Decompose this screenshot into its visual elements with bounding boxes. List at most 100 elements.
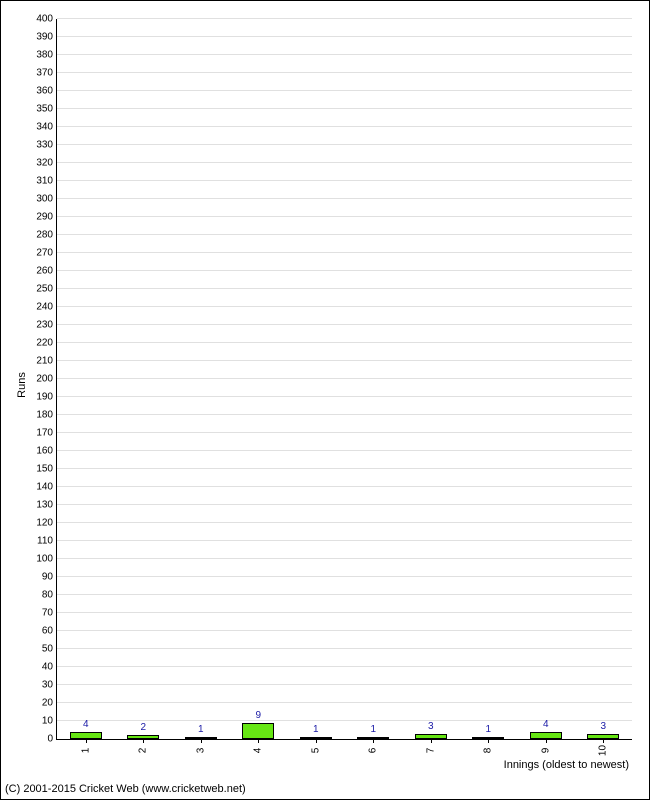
x-tick-mark (373, 739, 374, 743)
y-tick-label: 200 (36, 374, 53, 385)
y-tick-label: 350 (36, 104, 53, 115)
gridline (57, 684, 632, 685)
gridline (57, 306, 632, 307)
bar-value-label: 9 (255, 710, 261, 721)
gridline (57, 468, 632, 469)
y-tick-label: 160 (36, 446, 53, 457)
gridline (57, 594, 632, 595)
bar-value-label: 2 (140, 722, 146, 733)
bar-value-label: 3 (600, 721, 606, 732)
gridline (57, 72, 632, 73)
y-tick-label: 60 (42, 626, 53, 637)
y-tick-label: 240 (36, 302, 53, 313)
gridline (57, 180, 632, 181)
y-tick-label: 360 (36, 86, 53, 97)
x-tick-label: 5 (310, 748, 321, 754)
copyright-text: (C) 2001-2015 Cricket Web (www.cricketwe… (5, 783, 246, 795)
y-tick-label: 390 (36, 32, 53, 43)
gridline (57, 18, 632, 19)
gridline (57, 702, 632, 703)
y-tick-label: 250 (36, 284, 53, 295)
bar (70, 732, 102, 739)
y-tick-label: 180 (36, 410, 53, 421)
gridline (57, 540, 632, 541)
y-tick-label: 280 (36, 230, 53, 241)
gridline (57, 252, 632, 253)
x-tick-mark (86, 739, 87, 743)
x-tick-mark (316, 739, 317, 743)
y-tick-label: 370 (36, 68, 53, 79)
gridline (57, 288, 632, 289)
y-tick-label: 0 (47, 734, 53, 745)
gridline (57, 522, 632, 523)
x-tick-mark (143, 739, 144, 743)
bar (530, 732, 562, 739)
x-tick-label: 3 (195, 748, 206, 754)
gridline (57, 270, 632, 271)
gridline (57, 126, 632, 127)
gridline (57, 342, 632, 343)
bar-value-label: 1 (198, 724, 204, 735)
y-tick-label: 270 (36, 248, 53, 259)
y-tick-label: 20 (42, 698, 53, 709)
bar-value-label: 1 (485, 724, 491, 735)
gridline (57, 612, 632, 613)
bar-value-label: 1 (370, 724, 376, 735)
gridline (57, 198, 632, 199)
gridline (57, 504, 632, 505)
gridline (57, 360, 632, 361)
y-tick-label: 80 (42, 590, 53, 601)
gridline (57, 216, 632, 217)
gridline (57, 666, 632, 667)
y-tick-label: 70 (42, 608, 53, 619)
y-axis-label: Runs (16, 372, 28, 398)
gridline (57, 558, 632, 559)
bar-value-label: 4 (83, 719, 89, 730)
gridline (57, 378, 632, 379)
x-tick-label: 9 (540, 748, 551, 754)
y-tick-label: 140 (36, 482, 53, 493)
chart-container: 0102030405060708090100110120130140150160… (0, 0, 650, 800)
gridline (57, 648, 632, 649)
gridline (57, 108, 632, 109)
y-tick-label: 170 (36, 428, 53, 439)
x-tick-mark (546, 739, 547, 743)
y-tick-label: 150 (36, 464, 53, 475)
gridline (57, 144, 632, 145)
gridline (57, 414, 632, 415)
gridline (57, 54, 632, 55)
y-tick-label: 190 (36, 392, 53, 403)
x-tick-label: 8 (483, 748, 494, 754)
y-tick-label: 110 (37, 536, 53, 547)
gridline (57, 630, 632, 631)
gridline (57, 576, 632, 577)
x-tick-mark (258, 739, 259, 743)
y-tick-label: 90 (42, 572, 53, 583)
x-tick-label: 2 (138, 748, 149, 754)
y-tick-label: 230 (36, 320, 53, 331)
y-tick-label: 10 (42, 716, 53, 727)
gridline (57, 396, 632, 397)
y-tick-label: 210 (36, 356, 53, 367)
gridline (57, 36, 632, 37)
gridline (57, 324, 632, 325)
y-tick-label: 260 (36, 266, 53, 277)
gridline (57, 162, 632, 163)
y-tick-label: 400 (36, 14, 53, 25)
x-tick-label: 4 (253, 748, 264, 754)
x-tick-label: 6 (368, 748, 379, 754)
bar-value-label: 1 (313, 724, 319, 735)
bar-value-label: 3 (428, 721, 434, 732)
y-tick-label: 340 (36, 122, 53, 133)
y-tick-label: 30 (42, 680, 53, 691)
y-tick-label: 220 (36, 338, 53, 349)
y-tick-label: 380 (36, 50, 53, 61)
gridline (57, 90, 632, 91)
bar (242, 723, 274, 739)
y-tick-label: 130 (36, 500, 53, 511)
bar-value-label: 4 (543, 719, 549, 730)
y-tick-label: 300 (36, 194, 53, 205)
y-tick-label: 120 (36, 518, 53, 529)
x-tick-mark (488, 739, 489, 743)
x-tick-mark (431, 739, 432, 743)
